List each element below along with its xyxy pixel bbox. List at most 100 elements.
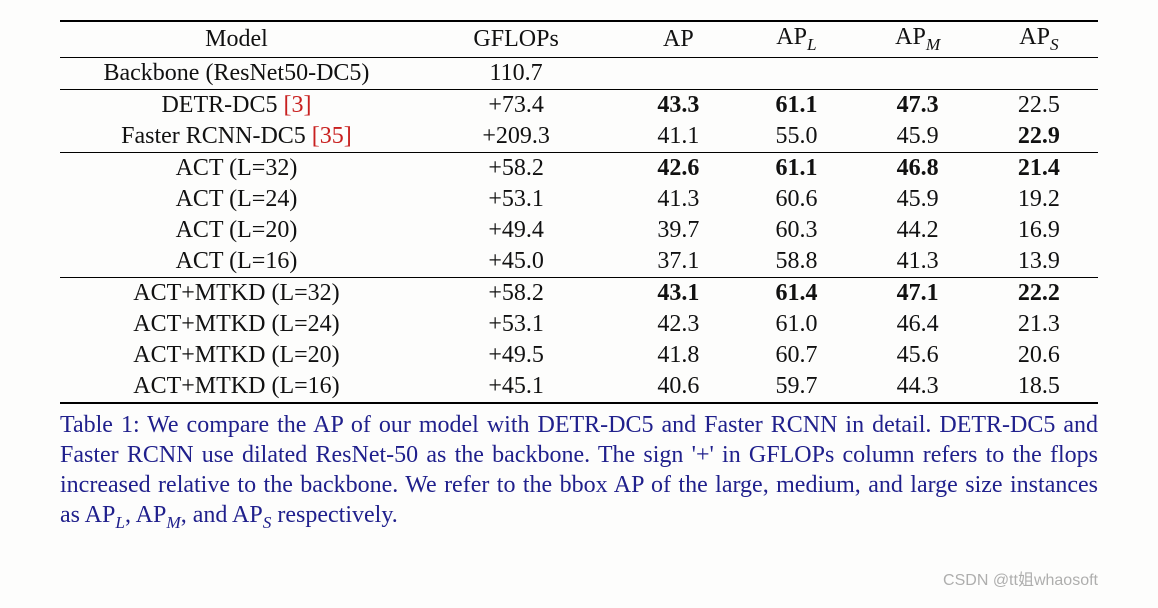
cell-model: ACT (L=20): [60, 215, 413, 246]
cell-aps: 16.9: [980, 215, 1098, 246]
cell-model: ACT+MTKD (L=32): [60, 277, 413, 309]
cell-gflops: 110.7: [413, 57, 619, 89]
cell-aps: 22.2: [980, 277, 1098, 309]
cell-aps: 20.6: [980, 340, 1098, 371]
table-header-row: Model GFLOPs AP APL APM APS: [60, 21, 1098, 57]
watermark-text: CSDN @tt姐whaosoft: [943, 566, 1098, 590]
cell-ap: 41.3: [619, 184, 737, 215]
cell-ap: 39.7: [619, 215, 737, 246]
cell-gflops: +53.1: [413, 184, 619, 215]
caption-mid2: , and AP: [181, 502, 263, 528]
cell-aps: 21.3: [980, 309, 1098, 340]
cell-model: ACT (L=32): [60, 152, 413, 184]
caption-mid1: , AP: [125, 502, 166, 528]
table-caption: Table 1: We compare the AP of our model …: [60, 410, 1098, 533]
table-row: Backbone (ResNet50-DC5) 110.7: [60, 57, 1098, 89]
citation: [35]: [312, 123, 352, 149]
table-row: ACT+MTKD (L=20)+49.541.860.745.620.6: [60, 340, 1098, 371]
cell-apm: [855, 57, 979, 89]
table-row: ACT (L=20) +49.439.760.344.216.9: [60, 215, 1098, 246]
model-name: ACT (L=24): [176, 186, 298, 212]
cell-apm: 47.1: [855, 277, 979, 309]
caption-sub-l: L: [115, 513, 125, 532]
table-row: ACT+MTKD (L=24) +53.142.361.046.421.3: [60, 309, 1098, 340]
cell-apm: 44.3: [855, 371, 979, 403]
col-ap: AP: [619, 21, 737, 57]
cell-model: ACT (L=24): [60, 184, 413, 215]
cell-gflops: +53.1: [413, 309, 619, 340]
cell-apl: 60.6: [737, 184, 855, 215]
cell-ap: 37.1: [619, 246, 737, 278]
cell-apl: 55.0: [737, 121, 855, 153]
cell-aps: 19.2: [980, 184, 1098, 215]
cell-apl: 60.7: [737, 340, 855, 371]
cell-apm: 41.3: [855, 246, 979, 278]
table-row: Faster RCNN-DC5 [35]+209.341.155.045.922…: [60, 121, 1098, 153]
cell-apl: 60.3: [737, 215, 855, 246]
model-name: ACT+MTKD (L=24): [133, 311, 339, 337]
cell-apl: 61.1: [737, 89, 855, 121]
cell-model: Faster RCNN-DC5 [35]: [60, 121, 413, 153]
cell-model: Backbone (ResNet50-DC5): [60, 57, 413, 89]
model-name: DETR-DC5: [161, 92, 283, 118]
cell-gflops: +209.3: [413, 121, 619, 153]
cell-apl: 58.8: [737, 246, 855, 278]
cell-aps: 22.9: [980, 121, 1098, 153]
cell-gflops: +58.2: [413, 152, 619, 184]
table-row: ACT (L=32)+58.242.661.146.821.4: [60, 152, 1098, 184]
cell-ap: 43.1: [619, 277, 737, 309]
col-apl: APL: [737, 21, 855, 57]
table-row: ACT (L=16) +45.037.158.841.313.9: [60, 246, 1098, 278]
cell-apl: [737, 57, 855, 89]
caption-sub-m: M: [166, 513, 180, 532]
model-name: ACT+MTKD (L=20): [133, 342, 339, 368]
cell-ap: 41.1: [619, 121, 737, 153]
cell-apm: 45.6: [855, 340, 979, 371]
cell-apm: 45.9: [855, 184, 979, 215]
citation: [3]: [283, 92, 311, 118]
model-name: ACT (L=32): [176, 155, 298, 181]
cell-ap: 42.3: [619, 309, 737, 340]
cell-apm: 47.3: [855, 89, 979, 121]
cell-ap: 40.6: [619, 371, 737, 403]
table-row: ACT+MTKD (L=16)+45.140.659.744.318.5: [60, 371, 1098, 403]
cell-aps: 18.5: [980, 371, 1098, 403]
model-name: ACT (L=16): [176, 248, 298, 274]
model-name: Backbone (ResNet50-DC5): [103, 60, 369, 86]
cell-ap: 42.6: [619, 152, 737, 184]
col-aps: APS: [980, 21, 1098, 57]
cell-gflops: +45.1: [413, 371, 619, 403]
model-name: ACT (L=20): [176, 217, 298, 243]
cell-gflops: +73.4: [413, 89, 619, 121]
cell-aps: [980, 57, 1098, 89]
cell-gflops: +49.4: [413, 215, 619, 246]
cell-apm: 46.8: [855, 152, 979, 184]
cell-apm: 46.4: [855, 309, 979, 340]
caption-prefix: Table 1:: [60, 412, 147, 438]
model-name: Faster RCNN-DC5: [121, 123, 312, 149]
cell-model: ACT+MTKD (L=20): [60, 340, 413, 371]
table-row: ACT+MTKD (L=32) +58.243.161.447.122.2: [60, 277, 1098, 309]
cell-apm: 44.2: [855, 215, 979, 246]
cell-model: ACT (L=16): [60, 246, 413, 278]
col-model: Model: [60, 21, 413, 57]
cell-apl: 61.1: [737, 152, 855, 184]
cell-gflops: +58.2: [413, 277, 619, 309]
cell-apl: 61.0: [737, 309, 855, 340]
cell-aps: 22.5: [980, 89, 1098, 121]
cell-apl: 59.7: [737, 371, 855, 403]
cell-ap: 43.3: [619, 89, 737, 121]
cell-aps: 13.9: [980, 246, 1098, 278]
cell-ap: [619, 57, 737, 89]
table-row: DETR-DC5 [3]+73.443.361.147.322.5: [60, 89, 1098, 121]
cell-model: ACT+MTKD (L=24): [60, 309, 413, 340]
cell-gflops: +45.0: [413, 246, 619, 278]
caption-tail: respectively.: [271, 502, 397, 528]
cell-apm: 45.9: [855, 121, 979, 153]
cell-apl: 61.4: [737, 277, 855, 309]
model-name: ACT+MTKD (L=32): [133, 280, 339, 306]
cell-model: DETR-DC5 [3]: [60, 89, 413, 121]
col-gflops: GFLOPs: [413, 21, 619, 57]
cell-gflops: +49.5: [413, 340, 619, 371]
results-table: Model GFLOPs AP APL APM APS Backbone (Re…: [60, 20, 1098, 404]
